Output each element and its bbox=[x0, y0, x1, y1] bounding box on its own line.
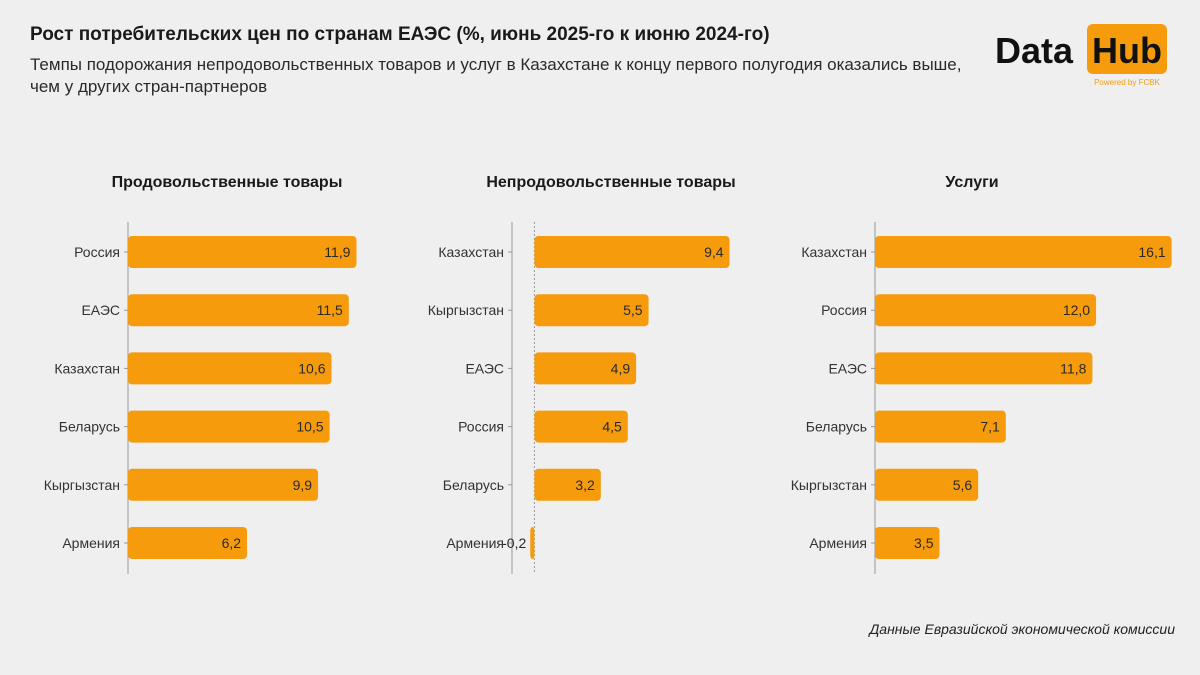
bar-ЕАЭС bbox=[875, 352, 1093, 385]
value-label: 10,6 bbox=[298, 360, 325, 376]
bar-Россия bbox=[875, 294, 1097, 327]
category-label: Казахстан bbox=[801, 244, 867, 260]
category-label: Россия bbox=[458, 419, 504, 435]
bar-Россия bbox=[128, 236, 357, 268]
bar-Беларусь bbox=[128, 410, 330, 443]
category-label: ЕАЭС bbox=[81, 302, 120, 318]
logo-word-data: Data bbox=[995, 30, 1074, 71]
value-label: 10,5 bbox=[296, 419, 323, 435]
logo-powered-by: Powered by FCBK bbox=[1094, 78, 1160, 87]
value-label: 9,4 bbox=[704, 244, 724, 260]
logo-word-hub: Hub bbox=[1092, 30, 1162, 71]
bar-Казахстан bbox=[875, 236, 1172, 268]
value-label: 16,1 bbox=[1138, 244, 1165, 260]
value-label: 5,5 bbox=[623, 302, 643, 318]
source-note: Данные Евразийской экономической комисси… bbox=[869, 621, 1175, 637]
value-label: 3,5 bbox=[914, 535, 934, 551]
bar-Армения bbox=[530, 527, 535, 559]
category-label: ЕАЭС bbox=[465, 360, 504, 376]
chart-panel-2: Казахстан 16,1 Россия 12,0 ЕАЭС 11,8 Беларусь 7… bbox=[791, 222, 1172, 574]
category-label: Армения bbox=[446, 535, 504, 551]
value-label: 7,1 bbox=[980, 419, 1000, 435]
category-label: Армения bbox=[62, 535, 120, 551]
bar-Кыргызстан bbox=[534, 294, 649, 327]
category-label: ЕАЭС bbox=[828, 360, 867, 376]
datahub-logo: Data Hub Powered by FCBK bbox=[995, 22, 1175, 94]
value-label: 11,5 bbox=[317, 302, 343, 318]
bar-Армения bbox=[875, 527, 940, 559]
bar-Беларусь bbox=[534, 468, 601, 501]
chart-title: Рост потребительских цен по странам ЕАЭС… bbox=[30, 24, 770, 45]
bar-Казахстан bbox=[534, 236, 730, 268]
chart-panel-1: Казахстан 9,4 Кыргызстан 5,5 ЕАЭС 4,9 Россия 4,… bbox=[428, 222, 730, 574]
bar-Россия bbox=[534, 410, 628, 443]
panel-title-services: Услуги bbox=[945, 174, 999, 191]
bar-ЕАЭС bbox=[128, 294, 349, 327]
value-label: 12,0 bbox=[1063, 302, 1090, 318]
category-label: Россия bbox=[74, 244, 120, 260]
category-label: Беларусь bbox=[443, 477, 504, 493]
bar-ЕАЭС bbox=[534, 352, 637, 385]
category-label: Кыргызстан bbox=[791, 477, 867, 493]
bar-Казахстан bbox=[128, 352, 332, 385]
bar-Беларусь bbox=[875, 410, 1006, 443]
value-label: 9,9 bbox=[293, 477, 313, 493]
logo-hub-box: Hub bbox=[1087, 24, 1167, 74]
category-label: Беларусь bbox=[806, 419, 867, 435]
bar-Кыргызстан bbox=[875, 468, 979, 501]
chart-subtitle: Темпы подорожания непродовольственных то… bbox=[30, 55, 962, 96]
chart-panel-0: Россия 11,9 ЕАЭС 11,5 Казахстан 10,6 Беларусь 1… bbox=[44, 222, 357, 574]
bar-Армения bbox=[128, 527, 248, 559]
value-label: 5,6 bbox=[953, 477, 973, 493]
category-label: Казахстан bbox=[54, 360, 120, 376]
panel-title-food: Продовольственные товары bbox=[111, 174, 343, 191]
category-label: Кыргызстан bbox=[428, 302, 504, 318]
bar-Кыргызстан bbox=[128, 468, 319, 501]
value-label: 6,2 bbox=[222, 535, 242, 551]
value-label: 11,8 bbox=[1060, 360, 1086, 376]
value-label: 3,2 bbox=[575, 477, 595, 493]
category-label: Россия bbox=[821, 302, 867, 318]
value-label: 11,9 bbox=[324, 244, 350, 260]
panel-title-nonfood: Непродовольственные товары bbox=[486, 174, 736, 191]
value-label: -0,2 bbox=[502, 535, 526, 551]
value-label: 4,5 bbox=[602, 419, 622, 435]
category-label: Казахстан bbox=[438, 244, 504, 260]
category-label: Армения bbox=[809, 535, 867, 551]
category-label: Кыргызстан bbox=[44, 477, 120, 493]
category-label: Беларусь bbox=[59, 419, 120, 435]
value-label: 4,9 bbox=[611, 360, 631, 376]
